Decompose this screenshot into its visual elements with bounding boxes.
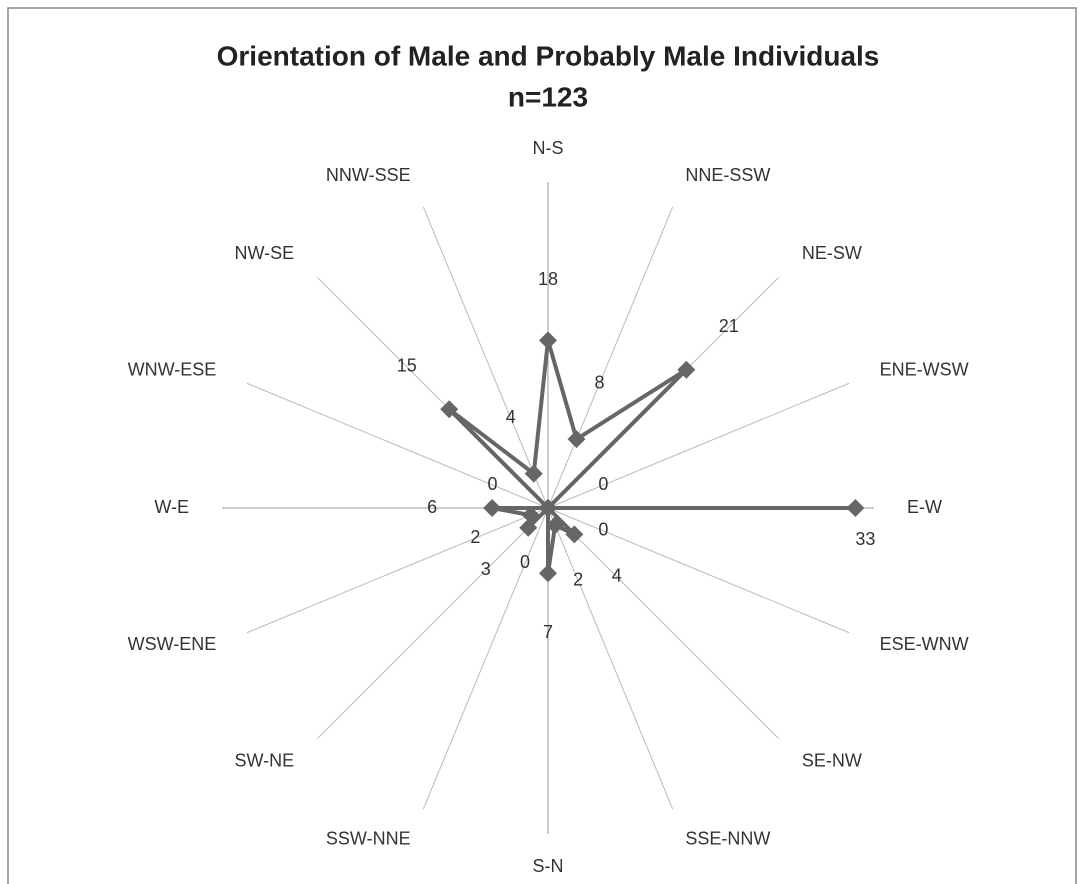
data-label: 2 (573, 569, 583, 589)
category-label: WNW-ESE (128, 359, 217, 379)
data-label: 0 (520, 552, 530, 572)
category-label: WSW-ENE (128, 634, 217, 654)
category-label: E-W (907, 497, 942, 517)
category-label: NNW-SSE (326, 165, 411, 185)
spoke (547, 507, 779, 739)
marker (677, 360, 696, 379)
category-label: ESE-WNW (880, 634, 969, 654)
data-label: 21 (719, 316, 739, 336)
category-label: SE-NW (802, 751, 862, 771)
spoke (246, 382, 549, 509)
category-label: W-E (154, 497, 189, 517)
marker (521, 506, 540, 525)
marker (539, 331, 557, 350)
data-label: 15 (397, 356, 417, 376)
category-label: SSW-NNE (326, 828, 411, 848)
chart-subtitle: n=123 (508, 81, 588, 112)
category-label: SW-NE (234, 751, 294, 771)
data-label: 6 (427, 497, 437, 517)
category-label: NE-SW (802, 243, 862, 263)
marker (440, 400, 459, 419)
data-label: 18 (538, 269, 558, 289)
spoke (246, 507, 549, 634)
spoke (547, 507, 850, 634)
spoke (547, 206, 674, 509)
category-label: ENE-WSW (880, 359, 969, 379)
category-label: NW-SE (234, 243, 294, 263)
marker (483, 499, 502, 517)
data-label: 4 (612, 566, 622, 586)
category-label: N-S (533, 138, 564, 158)
data-label: 0 (598, 520, 608, 540)
spoke (547, 382, 850, 509)
chart-title: Orientation of Male and Probably Male In… (217, 40, 880, 71)
data-label: 7 (543, 622, 553, 642)
marker (846, 499, 865, 517)
marker (539, 499, 557, 517)
data-label: 4 (506, 407, 516, 427)
spoke (317, 507, 549, 739)
marker (546, 516, 565, 535)
marker (539, 564, 557, 583)
data-label: 2 (470, 527, 480, 547)
spoke (547, 507, 674, 810)
data-label: 0 (488, 474, 498, 494)
marker (565, 525, 584, 544)
marker (567, 430, 586, 449)
category-label: S-N (533, 856, 564, 876)
chart-frame (7, 7, 1077, 884)
marker (519, 518, 538, 537)
data-label: 0 (598, 474, 608, 494)
data-label: 3 (481, 559, 491, 579)
spoke (422, 507, 549, 810)
data-label: 33 (855, 529, 875, 549)
spoke (422, 206, 549, 509)
marker (524, 464, 543, 483)
data-label: 8 (594, 372, 604, 392)
category-label: SSE-NNW (685, 828, 770, 848)
category-label: NNE-SSW (685, 165, 770, 185)
